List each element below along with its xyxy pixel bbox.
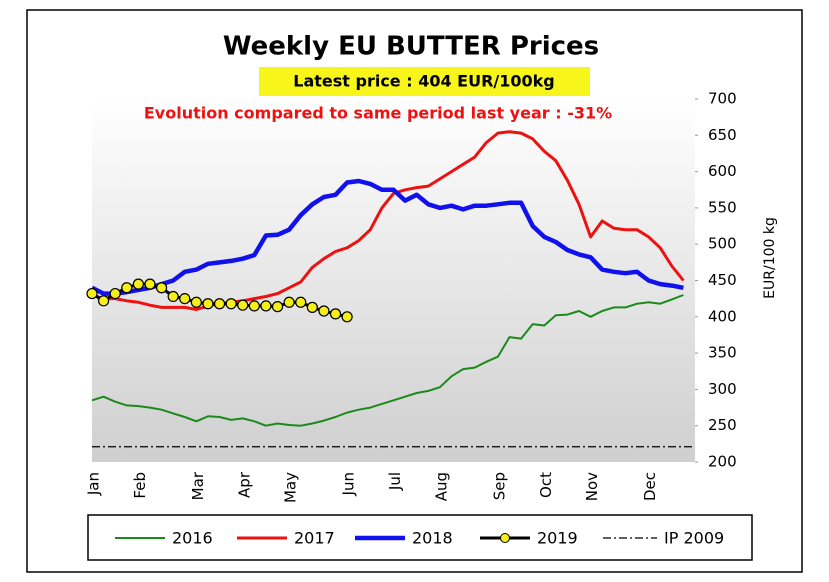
y-tick-label: 550 <box>708 198 737 216</box>
x-tick-label: Aug <box>432 472 450 501</box>
x-tick-label: Feb <box>131 472 149 499</box>
y-tick-label: 250 <box>708 416 737 434</box>
point <box>144 278 156 290</box>
latest-box <box>259 67 590 96</box>
point <box>271 301 284 313</box>
legend-marker <box>500 533 510 543</box>
subtitle: Evolution compared to same period last y… <box>144 104 612 123</box>
point <box>237 299 249 311</box>
y-tick-label: 600 <box>708 162 737 180</box>
point <box>202 298 214 310</box>
point <box>132 278 144 290</box>
y-tick-label: 450 <box>708 271 737 289</box>
y-axis-label: EUR/100 kg <box>762 217 778 299</box>
point <box>329 308 342 320</box>
series-line <box>90 178 684 296</box>
point <box>190 296 202 308</box>
point <box>213 298 226 310</box>
legend-label: IP 2009 <box>664 529 724 548</box>
plot-area <box>92 99 695 462</box>
series-line <box>91 294 684 427</box>
point <box>260 300 272 312</box>
chart-title: Weekly EU BUTTER Prices <box>223 32 599 62</box>
point <box>318 305 330 317</box>
x-tick-label: Oct <box>537 472 555 498</box>
point <box>155 282 168 294</box>
point <box>306 301 318 313</box>
series-line <box>91 130 685 311</box>
x-tick-label: Nov <box>583 472 601 501</box>
x-tick-label: Mar <box>189 471 207 500</box>
y-tick-label: 650 <box>708 126 737 144</box>
point <box>225 298 237 310</box>
legend-label: 2019 <box>537 529 578 548</box>
point <box>295 296 307 308</box>
y-tick-label: 700 <box>708 90 737 108</box>
point <box>167 290 179 303</box>
y-tick-label: 300 <box>708 380 737 398</box>
point <box>179 293 191 305</box>
y-tick-label: 200 <box>708 453 737 471</box>
point <box>97 295 110 307</box>
x-tick-label: Jul <box>386 472 404 491</box>
point <box>341 311 353 323</box>
x-tick-label: Jan <box>85 472 103 496</box>
x-tick-label: Dec <box>641 472 659 501</box>
point <box>121 282 133 294</box>
latest-price: Latest price : 404 EUR/100kg <box>293 72 554 91</box>
point <box>283 296 295 308</box>
x-tick-label: Sep <box>490 472 508 500</box>
point <box>109 287 121 300</box>
x-tick-label: Apr <box>235 471 253 498</box>
y-tick-label: 350 <box>708 344 737 362</box>
point <box>86 287 98 300</box>
legend-label: 2016 <box>172 529 213 548</box>
point <box>248 300 260 312</box>
y-tick-label: 500 <box>708 235 737 253</box>
y-tick-label: 400 <box>708 307 737 325</box>
legend-label: 2017 <box>294 529 335 548</box>
x-tick-label: May <box>282 472 300 503</box>
legend-label: 2018 <box>412 529 453 548</box>
x-tick-label: Jun <box>340 472 358 496</box>
